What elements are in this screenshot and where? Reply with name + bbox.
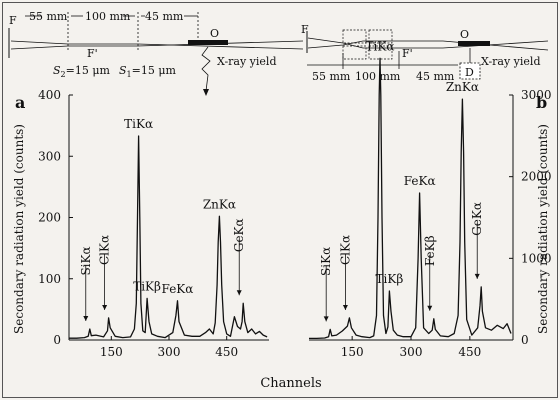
x-tick-label: 450 <box>458 345 481 359</box>
beam-upper-line <box>10 40 304 50</box>
peak-labels-a: SiKα ClKα TiKα TiKβ FeKα ZnKα GeKα <box>79 117 246 321</box>
dim-100-label: 100 mm <box>355 70 401 83</box>
y-ticks-b: 0 1000 2000 3000 <box>509 88 552 347</box>
y-tick-label: 0 <box>521 333 529 347</box>
xray-yield-label: X-ray yield <box>481 55 541 68</box>
x-axis-label: Channels <box>260 376 321 391</box>
x-tick-label: 150 <box>100 345 123 359</box>
panel-label-a: a <box>15 93 25 112</box>
lens-1-lower <box>342 45 367 60</box>
y-tick-label: 2000 <box>521 170 552 184</box>
target-label: O <box>460 28 469 41</box>
lens-1-upper <box>342 29 367 44</box>
target-sample <box>188 40 228 45</box>
peak-label: ZnKα <box>203 197 236 211</box>
x-tick-label: 300 <box>400 345 423 359</box>
dim-45-label: 45 mm <box>416 70 455 83</box>
peak-label: TiKα <box>366 39 395 53</box>
peak-arrowhead <box>342 304 348 310</box>
peak-arrowhead <box>474 273 480 279</box>
xray-yield-label: X-ray yield <box>217 55 277 68</box>
focus-label: F <box>9 14 17 27</box>
slit2-label: S2=15 μm <box>53 64 111 79</box>
chart-b: b Secondary radiation yield (counts) 0 10… <box>309 39 552 359</box>
peak-arrowhead <box>323 316 329 322</box>
y-tick-label: 100 <box>38 272 61 286</box>
peak-label: FeKα <box>404 174 436 188</box>
peak-arrowhead <box>102 304 108 310</box>
detector-box <box>459 62 481 80</box>
peak-label: GeKα <box>470 202 484 236</box>
chart-a: a Secondary radiation yield (counts) 0 10… <box>12 88 269 359</box>
peak-label: GeKα <box>232 218 246 252</box>
slit1-label: S1=15 μm <box>119 64 177 79</box>
focus-prime-label: F' <box>402 47 413 60</box>
x-ticks-a: 150 300 450 <box>100 336 238 359</box>
spectrum-line-a <box>69 135 268 339</box>
x-tick-label: 450 <box>215 345 238 359</box>
target-sample <box>458 41 490 46</box>
peak-arrowhead <box>427 305 433 311</box>
focus-prime-label: F' <box>87 47 98 60</box>
peak-labels-b: SiKα ClKα TiKα TiKβ FeKα FeKβ ZnKα GeKα <box>319 39 484 322</box>
focus-label: F <box>301 23 309 36</box>
y-tick-label: 3000 <box>521 88 552 102</box>
y-tick-label: 1000 <box>521 251 552 265</box>
dim-55-label: 55 mm <box>29 10 68 23</box>
peak-arrowhead <box>236 290 242 296</box>
spectrum-line-b <box>309 57 512 340</box>
peak-label: FeKβ <box>423 235 437 266</box>
x-ticks-b: 150 300 450 <box>341 336 481 359</box>
y-ticks-a: 0 100 200 300 400 <box>38 88 73 347</box>
dim-100-label: 100 mm <box>85 10 131 23</box>
x-tick-label: 150 <box>341 345 364 359</box>
x-tick-label: 300 <box>158 345 181 359</box>
xray-yield-arrowhead <box>203 89 209 96</box>
peak-label: ZnKα <box>446 80 479 94</box>
beam-lower-line <box>307 40 549 51</box>
target-label: O <box>210 27 219 40</box>
peak-label: SiKα <box>319 247 333 276</box>
peak-label: TiKα <box>124 117 153 131</box>
y-axis-label-a: Secondary radiation yield (counts) <box>12 124 26 334</box>
y-tick-label: 300 <box>38 149 61 163</box>
peak-label: ClKα <box>338 235 352 265</box>
peak-label: TiKβ <box>133 279 161 293</box>
y-tick-label: 0 <box>53 333 61 347</box>
dim-45-label: 45 mm <box>145 10 184 23</box>
y-tick-label: 200 <box>38 211 61 225</box>
dim-55-label: 55 mm <box>312 70 351 83</box>
peak-label: ClKα <box>98 235 112 265</box>
y-axis-label-b: Secondary radiation yield (counts) <box>536 124 550 334</box>
y-tick-label: 400 <box>38 88 61 102</box>
xray-yield-arrow <box>201 46 211 92</box>
peak-arrowhead <box>83 315 89 321</box>
panel-label-b: b <box>536 93 547 112</box>
peak-label: SiKα <box>79 246 93 275</box>
schematic-b: F F' O D X-ray yield 55 mm 100 mm 45 mm <box>301 23 549 83</box>
peak-label: FeKα <box>162 282 194 296</box>
peak-label: TiKβ <box>376 272 404 286</box>
detector-label: D <box>465 66 474 79</box>
schematic-a: F 55 mm 100 mm 45 mm F' S2=15 μm S1=15 μ… <box>8 10 304 96</box>
lens-2-upper <box>368 29 393 44</box>
